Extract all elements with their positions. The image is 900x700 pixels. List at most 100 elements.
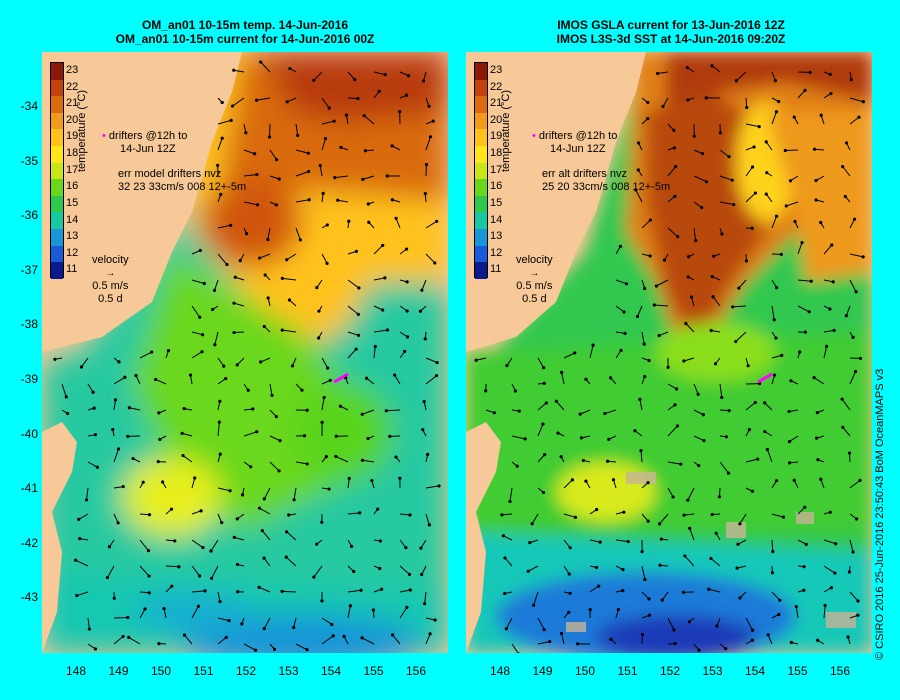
left-velocity-speed: 0.5 m/s xyxy=(92,280,129,292)
current-arrow-head xyxy=(492,411,496,415)
current-arrow xyxy=(579,409,591,415)
current-arrow-head xyxy=(147,574,151,578)
current-arrow xyxy=(425,485,440,489)
current-arrow-head xyxy=(841,425,845,429)
current-arrow-head xyxy=(325,261,329,265)
current-arrow xyxy=(191,605,199,619)
current-arrow xyxy=(217,119,232,125)
current-arrow-head xyxy=(503,556,507,560)
current-arrow-head xyxy=(763,429,767,434)
current-arrow-head xyxy=(646,519,650,523)
current-arrow xyxy=(693,383,699,395)
left-velocity-label: velocity xyxy=(92,254,129,266)
current-arrow-head xyxy=(640,550,644,554)
current-arrow-head xyxy=(643,286,647,291)
current-arrow xyxy=(263,557,271,567)
current-arrow xyxy=(321,617,333,625)
current-arrow-head xyxy=(621,568,625,572)
current-arrow xyxy=(537,617,545,630)
current-arrow-head xyxy=(530,522,534,526)
current-arrow-head xyxy=(676,235,680,239)
current-arrow xyxy=(347,478,350,489)
current-arrow-head xyxy=(694,238,698,243)
current-arrow xyxy=(667,487,674,498)
current-arrow xyxy=(735,331,747,342)
current-arrow xyxy=(421,279,427,291)
current-arrow-head xyxy=(513,389,518,393)
current-arrow-head xyxy=(270,393,274,397)
current-arrow-head xyxy=(692,134,696,138)
current-arrow-head xyxy=(354,347,358,351)
current-arrow-head xyxy=(232,535,236,539)
current-arrow-head xyxy=(126,615,130,620)
current-arrow-head xyxy=(305,648,309,652)
current-arrow-head xyxy=(834,542,838,546)
current-arrow-head xyxy=(778,598,782,602)
current-arrow xyxy=(684,513,695,516)
current-arrow-head xyxy=(263,273,267,277)
colorbar-segment xyxy=(51,146,63,163)
y-tick-label: -36 xyxy=(20,208,38,223)
current-arrow-head xyxy=(636,168,640,172)
current-arrow-head xyxy=(642,342,646,346)
current-arrow xyxy=(425,220,437,229)
current-arrow xyxy=(87,617,90,630)
current-arrow-head xyxy=(162,606,166,611)
current-arrow-head xyxy=(312,78,316,82)
current-arrow-head xyxy=(576,642,580,646)
current-arrow-head xyxy=(272,647,277,651)
current-arrow-head xyxy=(646,117,650,121)
current-arrow-head xyxy=(857,115,861,119)
current-arrow-head xyxy=(134,373,138,378)
current-arrow xyxy=(373,71,386,76)
current-arrow-head xyxy=(624,282,629,286)
current-arrow xyxy=(615,279,627,285)
current-arrow-head xyxy=(756,457,760,461)
current-arrow xyxy=(362,409,375,415)
current-arrow-head xyxy=(730,178,734,182)
colorbar-label: 14 xyxy=(490,213,503,226)
colorbar-label: 22 xyxy=(490,80,503,93)
current-arrow-head xyxy=(849,78,853,82)
right-title: IMOS GSLA current for 13-Jun-2016 12Z IM… xyxy=(466,18,876,46)
current-arrow-head xyxy=(357,286,361,290)
current-arrow-head xyxy=(501,534,505,538)
current-arrow xyxy=(425,375,437,385)
current-arrow xyxy=(293,487,297,500)
current-arrow xyxy=(321,357,329,369)
current-arrow xyxy=(765,193,773,203)
current-arrow-head xyxy=(238,259,242,263)
current-arrow-head xyxy=(262,324,266,329)
current-arrow-head xyxy=(408,588,412,592)
current-arrow xyxy=(654,304,669,307)
current-arrow-head xyxy=(724,647,728,651)
colorbar-segment xyxy=(51,195,63,213)
current-arrow-head xyxy=(116,447,121,451)
current-arrow-head xyxy=(332,119,336,123)
current-arrow xyxy=(347,512,360,515)
current-arrow xyxy=(425,513,430,526)
current-arrow-head xyxy=(640,632,645,637)
current-arrow xyxy=(693,175,707,183)
current-arrow xyxy=(139,539,149,551)
current-arrow xyxy=(347,305,359,315)
current-arrow xyxy=(797,279,812,282)
y-tick-label: -41 xyxy=(20,481,38,496)
current-arrow-head xyxy=(662,258,667,262)
current-arrow-head xyxy=(354,249,358,253)
current-arrow-head xyxy=(802,565,806,569)
current-arrow xyxy=(191,351,203,359)
current-arrow xyxy=(640,450,643,463)
current-arrow-head xyxy=(807,310,811,314)
current-arrow xyxy=(639,399,643,411)
current-arrow xyxy=(693,409,704,416)
current-arrow-head xyxy=(573,515,578,519)
current-arrow-head xyxy=(787,439,792,444)
current-arrow-head xyxy=(244,131,248,135)
current-arrow-head xyxy=(423,192,427,196)
current-arrow-head xyxy=(254,648,258,652)
current-arrow xyxy=(214,279,219,291)
current-arrow-head xyxy=(643,577,647,582)
current-arrow-head xyxy=(267,135,272,139)
current-arrow-head xyxy=(819,477,823,481)
